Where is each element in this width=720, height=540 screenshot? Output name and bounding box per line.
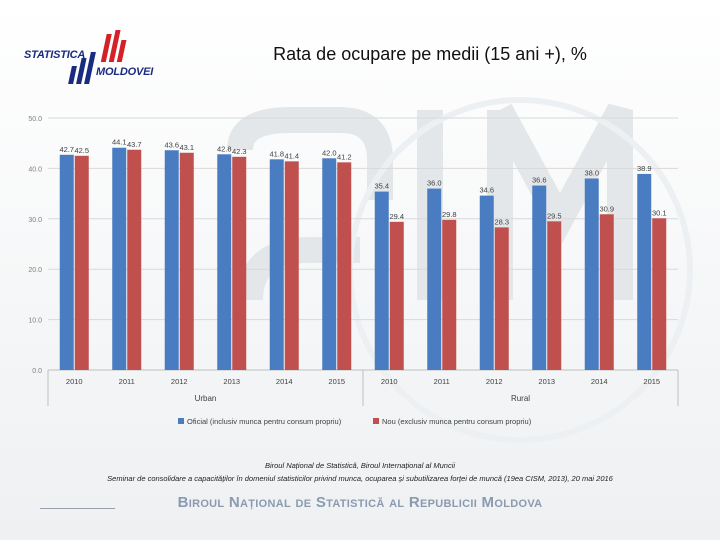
data-label: 43.6	[164, 140, 179, 149]
data-label: 29.4	[389, 212, 404, 221]
legend-swatch-nou	[373, 418, 379, 424]
x-tick-label: 2010	[66, 377, 83, 386]
data-label: 42.3	[232, 147, 247, 156]
data-label: 41.4	[284, 151, 299, 160]
x-tick-label: 2011	[119, 377, 135, 386]
seminar-text: Seminar de consolidare a capacităților î…	[107, 474, 613, 483]
source-text: Biroul Național de Statistică, Biroul In…	[264, 461, 456, 470]
x-tick-label: 2014	[276, 377, 293, 386]
data-label: 38.0	[584, 168, 599, 177]
bar-nou	[127, 149, 142, 370]
bar-nou	[179, 152, 194, 370]
bar-nou	[337, 162, 352, 370]
data-label: 30.1	[652, 208, 667, 217]
x-tick-label: 2014	[591, 377, 608, 386]
x-tick-label: 2010	[381, 377, 398, 386]
data-label: 43.1	[179, 143, 194, 152]
bar-oficial	[479, 195, 494, 370]
bar-oficial	[374, 191, 389, 370]
data-label: 41.8	[269, 149, 284, 158]
data-label: 42.0	[322, 148, 337, 157]
x-tick-label: 2012	[171, 377, 188, 386]
logo-text-moldovei: MOLDOVEI	[96, 66, 154, 78]
statistica-moldovei-logo: STATISTICA MOLDOVEI	[18, 28, 168, 88]
y-tick-label: 20.0	[28, 267, 42, 274]
x-tick-label: 2011	[434, 377, 450, 386]
data-label: 42.7	[59, 145, 74, 154]
y-tick-label: 30.0	[28, 217, 42, 224]
legend-label: Oficial (inclusiv munca pentru consum pr…	[187, 417, 342, 426]
bar-oficial	[217, 154, 232, 370]
group-label: Urban	[195, 394, 217, 403]
footer-brand: Biroul Național de Statistică al Republi…	[177, 494, 543, 511]
x-tick-label: 2015	[328, 377, 345, 386]
data-label: 42.5	[74, 146, 89, 155]
x-tick-label: 2013	[538, 377, 555, 386]
data-label: 34.6	[479, 186, 494, 195]
legend-label: Nou (exclusiv munca pentru consum propri…	[382, 417, 532, 426]
x-tick-label: 2012	[486, 377, 503, 386]
bar-oficial	[59, 154, 74, 370]
data-label: 43.7	[127, 140, 142, 149]
data-label: 29.5	[547, 211, 562, 220]
bar-oficial	[584, 178, 599, 370]
bar-nou	[284, 161, 299, 370]
bar-oficial	[164, 150, 179, 370]
x-tick-label: 2013	[223, 377, 240, 386]
bar-nou	[652, 218, 667, 370]
bar-nou	[494, 227, 509, 370]
bar-oficial	[427, 188, 442, 370]
bar-nou	[232, 156, 247, 370]
data-label: 44.1	[112, 138, 127, 147]
data-label: 35.4	[374, 182, 389, 191]
footer-divider	[40, 508, 115, 509]
data-label: 41.2	[337, 152, 352, 161]
page-title: Rata de ocupare pe medii (15 ani +), %	[273, 44, 587, 64]
bar-oficial	[532, 185, 547, 370]
legend-swatch-oficial	[178, 418, 184, 424]
y-tick-label: 40.0	[28, 166, 42, 173]
bar-nou	[442, 219, 457, 370]
y-tick-label: 10.0	[28, 318, 42, 325]
y-tick-label: 50.0	[28, 116, 42, 123]
bar-nou	[389, 221, 404, 370]
group-label: Rural	[511, 394, 530, 403]
x-tick-label: 2015	[643, 377, 660, 386]
logo-stripes-icon	[68, 30, 127, 84]
data-label: 42.8	[217, 144, 232, 153]
bar-oficial	[322, 158, 337, 370]
bar-oficial	[637, 173, 652, 370]
bar-oficial	[269, 159, 284, 370]
bar-oficial	[112, 147, 127, 370]
data-label: 28.3	[494, 217, 509, 226]
data-label: 29.8	[442, 210, 457, 219]
data-label: 30.9	[599, 204, 614, 213]
data-label: 36.0	[427, 179, 442, 188]
y-tick-label: 0.0	[32, 368, 42, 375]
bar-nou	[74, 155, 89, 370]
data-label: 38.9	[637, 164, 652, 173]
data-label: 36.6	[532, 176, 547, 185]
bar-nou	[547, 221, 562, 370]
bar-nou	[599, 214, 614, 370]
logo-text-statistica: STATISTICA	[24, 49, 86, 61]
